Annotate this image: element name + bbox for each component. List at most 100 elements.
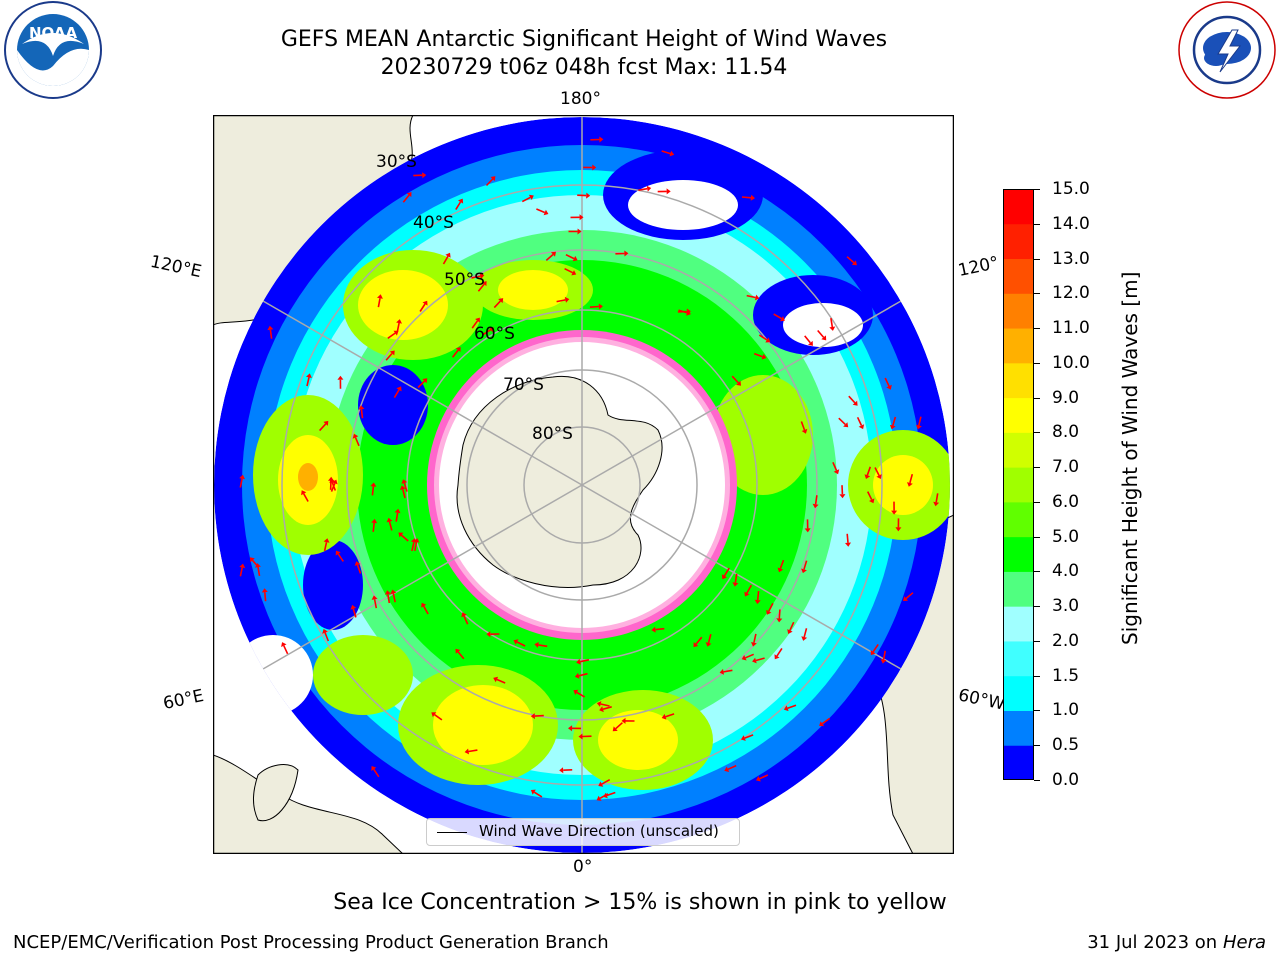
wave-direction-arrow (556, 299, 566, 303)
wave-direction-arrowhead (858, 424, 865, 430)
colorbar-segment (1003, 606, 1034, 642)
lon-label-120e: 120°E (148, 251, 204, 283)
wave-direction-arrowhead (852, 400, 858, 406)
wave-direction-arrowhead (741, 735, 746, 741)
colorbar-segment (1003, 467, 1034, 503)
wave-direction-arrow (814, 495, 818, 505)
colorbar-tick-mark (1034, 189, 1040, 190)
wave-direction-arrowhead (384, 590, 391, 595)
wave-direction-arrow (393, 389, 400, 399)
wave-direction-arrow (516, 641, 526, 647)
colorbar-tick-mark (1034, 258, 1040, 260)
colorbar-segment (1003, 328, 1034, 364)
wave-direction-arrowhead (783, 705, 789, 712)
wave-direction-arrow (373, 768, 380, 778)
wave-direction-arrowhead (596, 795, 602, 801)
wave-direction-arrow (779, 559, 785, 569)
wave-direction-arrowhead (646, 185, 652, 192)
madagascar-land (253, 764, 299, 822)
lon-label-120w: 120° (956, 252, 1001, 282)
wave-direction-arrowhead (281, 642, 287, 647)
wave-direction-arrow (371, 486, 375, 496)
wave-direction-arrow (606, 791, 616, 797)
wave-direction-arrow (269, 329, 273, 339)
wave-direction-arrowhead (833, 469, 840, 475)
wave-direction-arrowhead (455, 648, 461, 654)
wave-direction-arrow (745, 653, 755, 659)
wave-direction-arrow (485, 178, 494, 187)
lat-label-30s: 30°S (376, 152, 417, 172)
wave-direction-arrowhead (421, 602, 427, 608)
wave-direction-arrowhead (350, 604, 357, 610)
wave-direction-arrow (830, 317, 834, 328)
wave-direction-arrowhead (394, 508, 401, 514)
colorbar-segment (1003, 293, 1034, 329)
wave-direction-arrowhead (261, 588, 268, 593)
wave-direction-arrow (707, 633, 712, 644)
colorbar-tick-mark (1034, 606, 1040, 608)
wave-direction-arrow (330, 483, 336, 492)
wave-direction-arrow (661, 150, 671, 155)
wave-direction-arrow (417, 380, 426, 389)
wave-direction-arrowhead (741, 655, 747, 661)
wave-direction-arrowhead (821, 335, 827, 341)
wave-direction-arrowhead (323, 420, 329, 426)
wave-direction-arrowhead (812, 503, 819, 509)
wave-direction-arrowhead (756, 776, 761, 782)
wave-direction-arrow (665, 713, 675, 718)
wave-direction-arrow (388, 521, 393, 531)
wave-direction-arrowhead (839, 494, 846, 499)
wave-direction-arrowhead (431, 712, 437, 718)
wave-direction-arrowhead (479, 273, 485, 280)
wave-direction-arrow (400, 534, 409, 542)
wave-direction-arrowhead (621, 717, 626, 724)
wave-direction-arrow (756, 591, 760, 601)
wave-direction-arrow (354, 437, 360, 447)
wave-direction-arrowhead (413, 538, 420, 543)
wave-direction-arrow (337, 553, 344, 562)
colorbar-tick-label: 1.5 (1052, 665, 1080, 686)
colorbar-tick-label: 15.0 (1052, 179, 1090, 199)
wave-direction-arrowhead (574, 672, 580, 679)
chart-subtitle: 20230729 t06z 048h fcst Max: 11.54 (380, 55, 788, 80)
wave-direction-arrowhead (895, 527, 902, 532)
wave-direction-arrowhead (661, 713, 667, 720)
wave-direction-arrow (731, 375, 739, 384)
wave-direction-arrowhead (422, 172, 427, 179)
wave-direction-arrowhead (774, 654, 780, 660)
wave-direction-arrowhead (666, 188, 671, 195)
wave-direction-arrowhead (572, 255, 578, 262)
wave-direction-arrow (324, 632, 330, 642)
wave-direction-arrowhead (819, 721, 825, 727)
wave-direction-arrowhead (354, 561, 361, 566)
wave-direction-arrowhead (370, 482, 377, 487)
wave-direction-arrow (846, 256, 855, 264)
wave-direction-arrow (402, 489, 406, 499)
wave-direction-arrow (874, 467, 880, 476)
wave-direction-arrowhead (744, 591, 750, 597)
wave-direction-arrow (838, 417, 846, 425)
colorbar-tick-mark (1034, 328, 1040, 330)
wave-direction-arrow (306, 377, 310, 387)
legend-label: Wind Wave Direction (unscaled) (479, 822, 719, 840)
wave-direction-arrowhead (328, 476, 334, 481)
wave-direction-arrow (477, 283, 485, 292)
colorbar-tick-mark (1034, 536, 1040, 538)
colorbar-tick-label: 0.0 (1052, 770, 1080, 790)
wave-direction-arrowhead (754, 599, 761, 605)
lat-label-70s: 70°S (503, 375, 544, 395)
wave-direction-arrowhead (721, 574, 727, 580)
wave-direction-arrowhead (612, 726, 618, 732)
wave-direction-arrowhead (458, 198, 464, 204)
wave-direction-arrowhead (568, 725, 573, 732)
colorbar-tick-mark (1034, 432, 1040, 434)
wave-direction-arrow (776, 647, 783, 657)
colorbar-tick-mark (1034, 223, 1040, 225)
wave-direction-arrowhead (603, 792, 608, 799)
wave-direction-arrow (283, 645, 289, 655)
wave-direction-arrow (832, 461, 838, 471)
wave-direction-arrowhead (864, 474, 871, 479)
wave-direction-arrowhead (705, 642, 712, 647)
wave-direction-arrow (695, 636, 703, 645)
wave-direction-arrowhead (780, 316, 785, 322)
